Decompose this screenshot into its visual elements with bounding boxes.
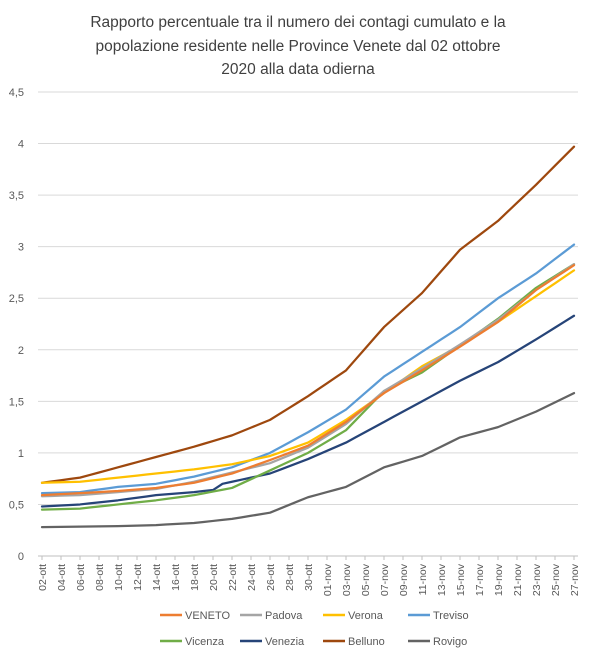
- y-tick-label: 1,5: [9, 396, 24, 408]
- legend-label-treviso: Treviso: [433, 610, 469, 622]
- x-tick-label: 08-ott: [94, 564, 106, 591]
- x-tick-label: 28-ott: [284, 564, 296, 591]
- y-tick-label: 1: [18, 448, 24, 460]
- series-line-treviso: [40, 243, 576, 495]
- chart-title-line-1: Rapporto percentuale tra il numero dei c…: [90, 14, 506, 31]
- x-tick-label: 10-ott: [113, 564, 125, 591]
- y-tick-label: 3: [18, 242, 24, 254]
- x-tick-label: 09-nov: [398, 563, 410, 596]
- x-tick-label: 05-nov: [360, 563, 372, 596]
- series-line-venezia: [40, 314, 576, 508]
- x-tick-label: 16-ott: [170, 564, 182, 591]
- y-tick-label: 0: [18, 551, 24, 563]
- y-tick-label: 2: [18, 345, 24, 357]
- x-tick-label: 06-ott: [75, 564, 87, 591]
- legend-label-rovigo: Rovigo: [433, 636, 467, 648]
- x-axis: 02-ott 04-ott 06-ott 08-ott 10-ott 12-ott 14-o…: [37, 555, 581, 596]
- y-tick-label: 2,5: [9, 293, 24, 305]
- x-tick-label: 14-ott: [151, 564, 163, 591]
- y-axis: 0 0,5 1 1,5 2 2,5 3 3,5 4 4,5: [9, 87, 24, 563]
- x-tick-label: 27-nov: [569, 563, 581, 596]
- series-line-rovigo: [40, 391, 576, 529]
- x-tick-label: 22-ott: [227, 564, 239, 591]
- legend-label-veneto: VENETO: [185, 610, 230, 622]
- x-tick-label: 13-nov: [436, 563, 448, 596]
- x-tick-label: 30-ott: [303, 564, 315, 591]
- chart-title-line-3: 2020 alla data odierna: [221, 61, 375, 78]
- y-tick-label: 0,5: [9, 499, 24, 511]
- x-tick-label: 12-ott: [132, 564, 144, 591]
- series-line-belluno: [40, 145, 576, 484]
- x-tick-label: 19-nov: [493, 563, 505, 596]
- legend-label-belluno: Belluno: [348, 636, 385, 648]
- x-tick-label: 25-nov: [550, 563, 562, 596]
- chart-title: Rapporto percentuale tra il numero dei c…: [90, 14, 506, 78]
- x-tick-label: 18-ott: [189, 564, 201, 591]
- x-tick-label: 15-nov: [455, 563, 467, 596]
- x-tick-label: 02-ott: [37, 564, 49, 591]
- x-tick-label: 24-ott: [246, 564, 258, 591]
- x-tick-label: 04-ott: [56, 564, 68, 591]
- x-tick-label: 07-nov: [379, 563, 391, 596]
- legend-label-verona: Verona: [348, 610, 384, 622]
- x-tick-label: 11-nov: [417, 563, 429, 595]
- legend-label-venezia: Venezia: [265, 636, 305, 648]
- x-tick-label: 23-nov: [531, 563, 543, 596]
- y-tick-label: 3,5: [9, 190, 24, 202]
- x-tick-label: 03-nov: [341, 563, 353, 596]
- legend-label-vicenza: Vicenza: [185, 636, 225, 648]
- x-tick-label: 20-ott: [208, 564, 220, 591]
- legend-label-padova: Padova: [265, 610, 303, 622]
- legend: VENETO Padova Verona Treviso Vicenza Venezia B…: [160, 610, 469, 648]
- plot-area: [40, 145, 576, 529]
- y-tick-label: 4,5: [9, 87, 24, 99]
- x-tick-label: 21-nov: [512, 563, 524, 596]
- x-tick-label: 17-nov: [474, 563, 486, 596]
- x-tick-label: 01-nov: [322, 563, 334, 596]
- series-line-veneto: [40, 264, 576, 497]
- y-tick-label: 4: [18, 139, 24, 151]
- chart-title-line-2: popolazione residente nelle Province Ven…: [95, 38, 500, 55]
- x-tick-label: 26-ott: [265, 564, 277, 591]
